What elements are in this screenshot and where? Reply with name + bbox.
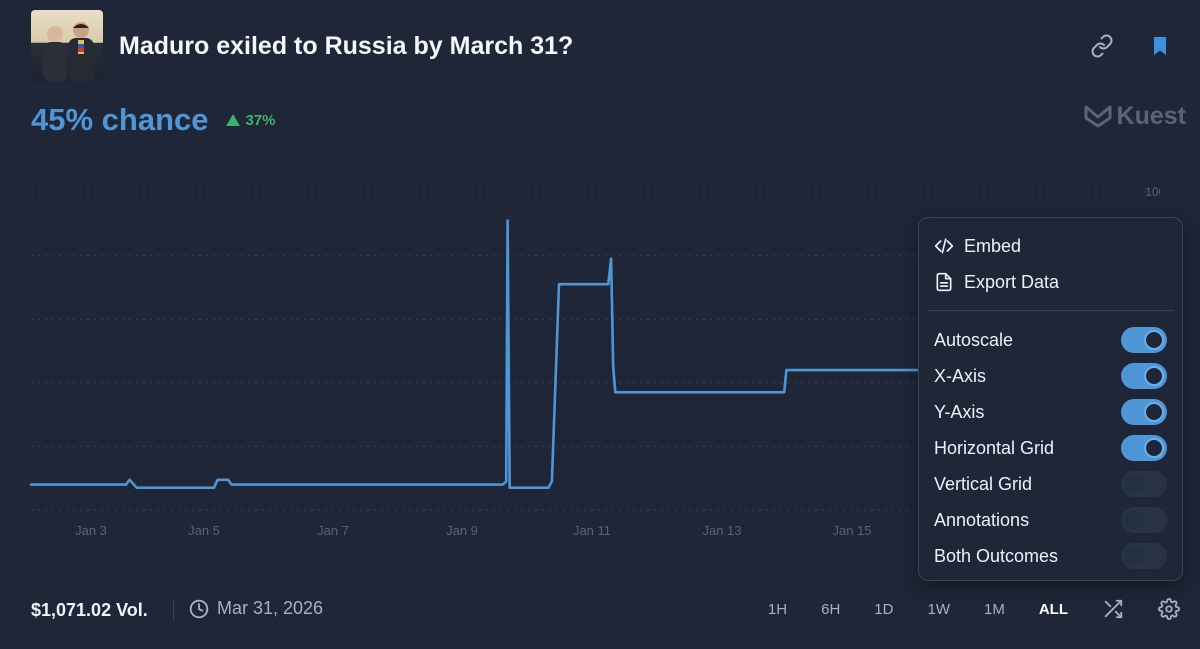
embed-label: Embed <box>964 235 1022 256</box>
triangle-up-icon <box>225 114 240 126</box>
option-label: X-Axis <box>934 365 987 386</box>
series-line <box>29 219 920 489</box>
volume: $1,071.02 Vol. <box>31 600 148 620</box>
code-icon <box>934 238 954 254</box>
bookmark-icon[interactable] <box>1148 34 1172 58</box>
x-tick-label: Jan 13 <box>702 523 741 538</box>
end-date: Mar 31, 2026 <box>189 598 323 619</box>
option-annotations: Annotations <box>934 506 1167 534</box>
option-autoscale: Autoscale <box>934 326 1167 354</box>
x-tick-label: Jan 5 <box>188 523 220 538</box>
toggle-knob <box>1124 510 1144 530</box>
menu-divider <box>927 310 1174 311</box>
x-tick-label: Jan 15 <box>832 523 871 538</box>
shuffle-icon[interactable] <box>1102 598 1124 620</box>
market-header: Maduro exiled to Russia by March 31? <box>31 10 1180 82</box>
toggle-knob <box>1144 402 1164 422</box>
option-label: Y-Axis <box>934 401 985 422</box>
y-axis: 100% <box>1145 185 1160 199</box>
toggle-knob <box>1124 474 1144 494</box>
toggle-knob <box>1124 546 1144 566</box>
link-icon[interactable] <box>1090 34 1114 58</box>
change-badge: 37% <box>225 111 276 129</box>
option-y-axis: Y-Axis <box>934 398 1167 426</box>
x-tick-label: Jan 9 <box>446 523 478 538</box>
x-axis-toggle[interactable] <box>1121 363 1167 389</box>
y-axis-toggle[interactable] <box>1121 399 1167 425</box>
end-date-text: Mar 31, 2026 <box>217 598 324 618</box>
export-data-label: Export Data <box>964 271 1060 292</box>
chance-value: 45% chance <box>31 102 209 137</box>
document-icon <box>936 272 952 292</box>
x-tick-label: Jan 7 <box>317 523 349 538</box>
option-vertical-grid: Vertical Grid <box>934 470 1167 498</box>
range-1m[interactable]: 1M <box>983 600 1005 618</box>
probability-row: 45% chance 37% <box>31 100 276 140</box>
option-horizontal-grid: Horizontal Grid <box>934 434 1167 462</box>
chart-footer: $1,071.02 Vol. Mar 31, 2026 1H 6H 1D 1W … <box>31 594 1180 626</box>
settings-gear-icon[interactable] <box>1158 598 1180 620</box>
toggle-knob <box>1144 330 1164 350</box>
range-1w[interactable]: 1W <box>927 600 950 618</box>
toggle-knob <box>1144 366 1164 386</box>
range-6h[interactable]: 6H <box>821 600 841 618</box>
change-value: 37% <box>245 111 276 129</box>
range-1d[interactable]: 1D <box>874 600 894 618</box>
footer-divider <box>173 599 174 621</box>
brand-logo: Kuest <box>1083 100 1186 132</box>
chart-settings-menu: Embed Export Data Autoscale X-Axis Y-Axi… <box>918 217 1183 581</box>
vertical-grid-toggle[interactable] <box>1121 471 1167 497</box>
range-1h[interactable]: 1H <box>767 600 788 618</box>
autoscale-toggle[interactable] <box>1121 327 1167 353</box>
market-thumbnail <box>31 10 103 82</box>
brand-name: Kuest <box>1116 101 1186 130</box>
x-tick-label: Jan 11 <box>573 523 611 538</box>
option-label: Annotations <box>934 509 1030 530</box>
option-label: Horizontal Grid <box>934 437 1055 458</box>
time-range-selector: 1H 6H 1D 1W 1M ALL <box>734 598 1180 620</box>
market-title: Maduro exiled to Russia by March 31? <box>119 32 574 60</box>
export-data-menu-item[interactable]: Export Data <box>934 268 1167 296</box>
x-axis: Jan 3 Jan 5 Jan 7 Jan 9 Jan 11 Jan 13 Jan 15 <box>75 523 871 538</box>
annotations-toggle[interactable] <box>1121 507 1167 533</box>
toggle-knob <box>1144 438 1164 458</box>
embed-menu-item[interactable]: Embed <box>934 232 1167 260</box>
horizontal-grid-toggle[interactable] <box>1121 435 1167 461</box>
option-label: Both Outcomes <box>934 545 1059 566</box>
range-all[interactable]: ALL <box>1038 600 1068 618</box>
y-tick-label: 100% <box>1145 185 1160 199</box>
kuest-logo-icon <box>1084 105 1112 128</box>
x-tick-label: Jan 3 <box>75 523 107 538</box>
option-both-outcomes: Both Outcomes <box>934 542 1167 570</box>
option-label: Vertical Grid <box>934 473 1033 494</box>
clock-icon <box>189 599 209 618</box>
option-x-axis: X-Axis <box>934 362 1167 390</box>
option-label: Autoscale <box>934 329 1014 350</box>
both-outcomes-toggle[interactable] <box>1121 543 1167 569</box>
